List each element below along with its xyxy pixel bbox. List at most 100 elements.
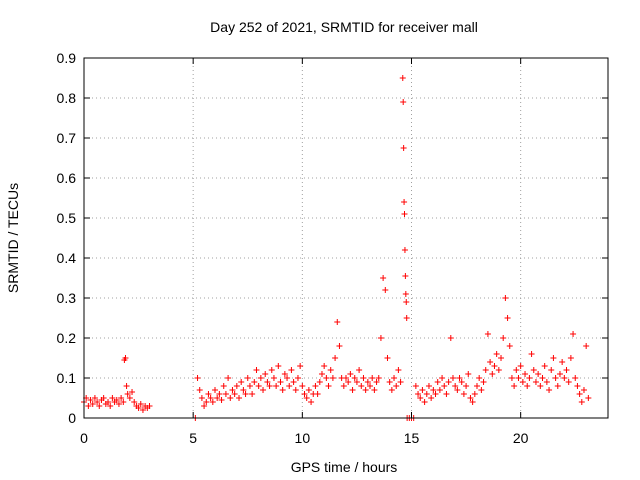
- data-point: [124, 391, 131, 397]
- data-point: [484, 331, 491, 337]
- plot-border: [83, 57, 609, 419]
- data-point: [583, 343, 590, 349]
- data-point: [236, 395, 243, 401]
- data-point: [456, 375, 463, 381]
- data-point: [260, 387, 267, 393]
- x-tick-label: 15: [404, 430, 420, 446]
- data-point: [371, 387, 378, 393]
- data-point: [113, 397, 120, 403]
- data-point: [515, 375, 522, 381]
- data-point: [539, 375, 546, 381]
- data-point: [471, 391, 478, 397]
- data-point: [196, 387, 203, 393]
- data-point: [526, 375, 533, 381]
- x-tick-label: 10: [295, 430, 311, 446]
- data-point: [96, 403, 103, 409]
- data-point: [550, 355, 557, 361]
- data-point: [356, 367, 363, 373]
- data-point: [436, 387, 443, 393]
- data-point: [439, 375, 446, 381]
- x-tick-label: 20: [513, 430, 529, 446]
- data-point: [286, 383, 293, 389]
- data-point: [565, 379, 572, 385]
- data-point: [137, 401, 144, 407]
- y-tick-label: 0.4: [57, 250, 77, 266]
- data-point: [131, 399, 138, 405]
- data-points: [81, 75, 592, 421]
- data-point: [292, 387, 299, 393]
- data-point: [266, 383, 273, 389]
- data-point: [231, 391, 238, 397]
- data-point: [400, 145, 407, 151]
- data-point: [198, 395, 205, 401]
- y-tick-label: 0.3: [57, 290, 77, 306]
- data-point: [207, 395, 214, 401]
- data-point: [561, 375, 568, 381]
- data-point: [369, 375, 376, 381]
- data-point: [227, 395, 234, 401]
- data-point: [353, 379, 360, 385]
- data-point: [386, 379, 393, 385]
- data-point: [380, 275, 387, 281]
- data-point: [305, 387, 312, 393]
- x-tick-label: 0: [80, 430, 88, 446]
- data-point: [205, 391, 212, 397]
- data-point: [329, 375, 336, 381]
- data-point: [403, 315, 410, 321]
- data-point: [498, 355, 505, 361]
- data-point: [220, 383, 227, 389]
- data-point: [432, 391, 439, 397]
- data-point: [351, 375, 358, 381]
- data-point: [443, 391, 450, 397]
- data-point: [480, 379, 487, 385]
- data-point: [89, 401, 96, 407]
- data-point: [270, 375, 277, 381]
- data-point: [535, 371, 542, 377]
- data-point: [373, 379, 380, 385]
- data-point: [246, 383, 253, 389]
- data-point: [336, 343, 343, 349]
- data-point: [552, 375, 559, 381]
- data-point: [402, 291, 409, 297]
- data-point: [105, 399, 112, 405]
- data-point: [268, 367, 275, 373]
- data-point: [423, 391, 430, 397]
- y-tick-label: 0.2: [57, 330, 77, 346]
- data-point: [541, 363, 548, 369]
- data-point: [454, 387, 461, 393]
- data-point: [109, 395, 116, 401]
- data-point: [362, 387, 369, 393]
- data-point: [460, 391, 467, 397]
- data-point: [434, 379, 441, 385]
- data-point: [399, 75, 406, 81]
- data-point: [474, 383, 480, 389]
- data-point: [253, 367, 260, 373]
- data-point: [403, 299, 410, 305]
- data-point: [139, 407, 146, 413]
- data-point: [323, 375, 330, 381]
- data-point: [327, 367, 334, 373]
- data-point: [218, 397, 225, 403]
- data-point: [491, 363, 498, 369]
- data-point: [120, 399, 127, 405]
- data-point: [107, 403, 114, 409]
- data-point: [332, 355, 339, 361]
- data-point: [284, 375, 291, 381]
- data-point: [123, 383, 130, 389]
- data-point: [428, 395, 435, 401]
- data-point: [528, 351, 535, 357]
- y-tick-label: 0: [68, 410, 76, 426]
- data-point: [563, 367, 570, 373]
- data-point: [401, 211, 408, 217]
- data-point: [524, 383, 531, 389]
- data-point: [85, 403, 92, 409]
- data-point: [255, 383, 262, 389]
- data-point: [574, 383, 581, 389]
- data-point: [312, 383, 319, 389]
- data-point: [347, 371, 354, 377]
- y-tick-label: 0.9: [57, 50, 77, 66]
- data-point: [264, 379, 271, 385]
- data-point: [522, 371, 529, 377]
- data-point: [441, 383, 448, 389]
- data-point: [463, 383, 470, 389]
